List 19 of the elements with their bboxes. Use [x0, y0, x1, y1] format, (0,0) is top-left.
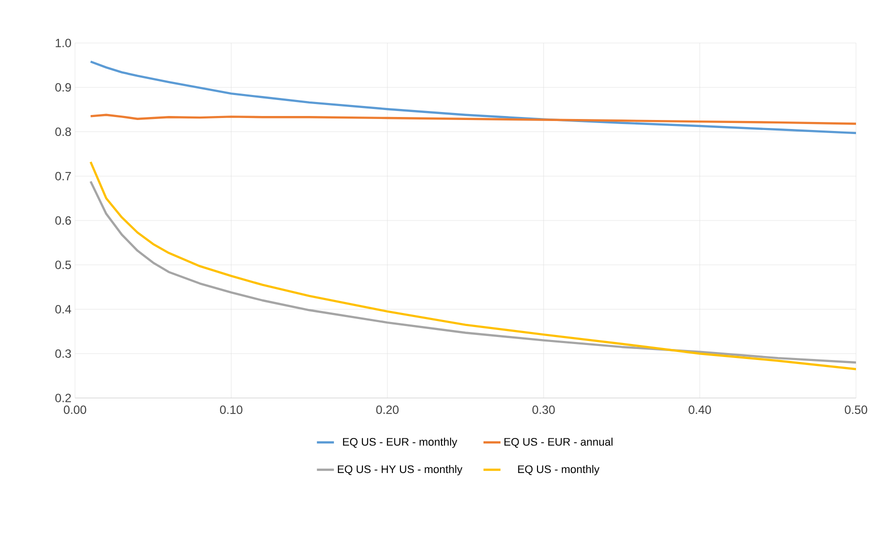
x-tick-label: 0.50	[844, 406, 868, 414]
legend-label: EQ US - EUR - monthly	[343, 438, 458, 448]
y-tick-label: 0.2	[55, 394, 71, 402]
y-tick-label: 0.8	[55, 128, 71, 136]
y-tick-label: 0.3	[55, 349, 71, 358]
y-tick-label: 0.9	[55, 83, 71, 92]
y-tick-label: 1.0	[56, 38, 72, 48]
x-tick-label: 0.10	[220, 406, 242, 414]
legend-label: EQ US - monthly	[518, 465, 600, 476]
y-tick-label: 0.4	[55, 305, 72, 314]
y-tick-label: 0.7	[55, 172, 71, 180]
legend-label: EQ US - HY US - monthly	[338, 465, 462, 476]
x-tick-label: 0.30	[532, 406, 555, 414]
y-tick-label: 0.6	[55, 216, 71, 225]
y-tick-label: 0.5	[55, 260, 71, 270]
x-tick-label: 0.40	[688, 406, 711, 414]
x-tick-label: 0.00	[64, 406, 86, 414]
x-tick-label: 0.20	[376, 406, 399, 414]
legend-label: EQ US - EUR - annual	[504, 438, 612, 448]
